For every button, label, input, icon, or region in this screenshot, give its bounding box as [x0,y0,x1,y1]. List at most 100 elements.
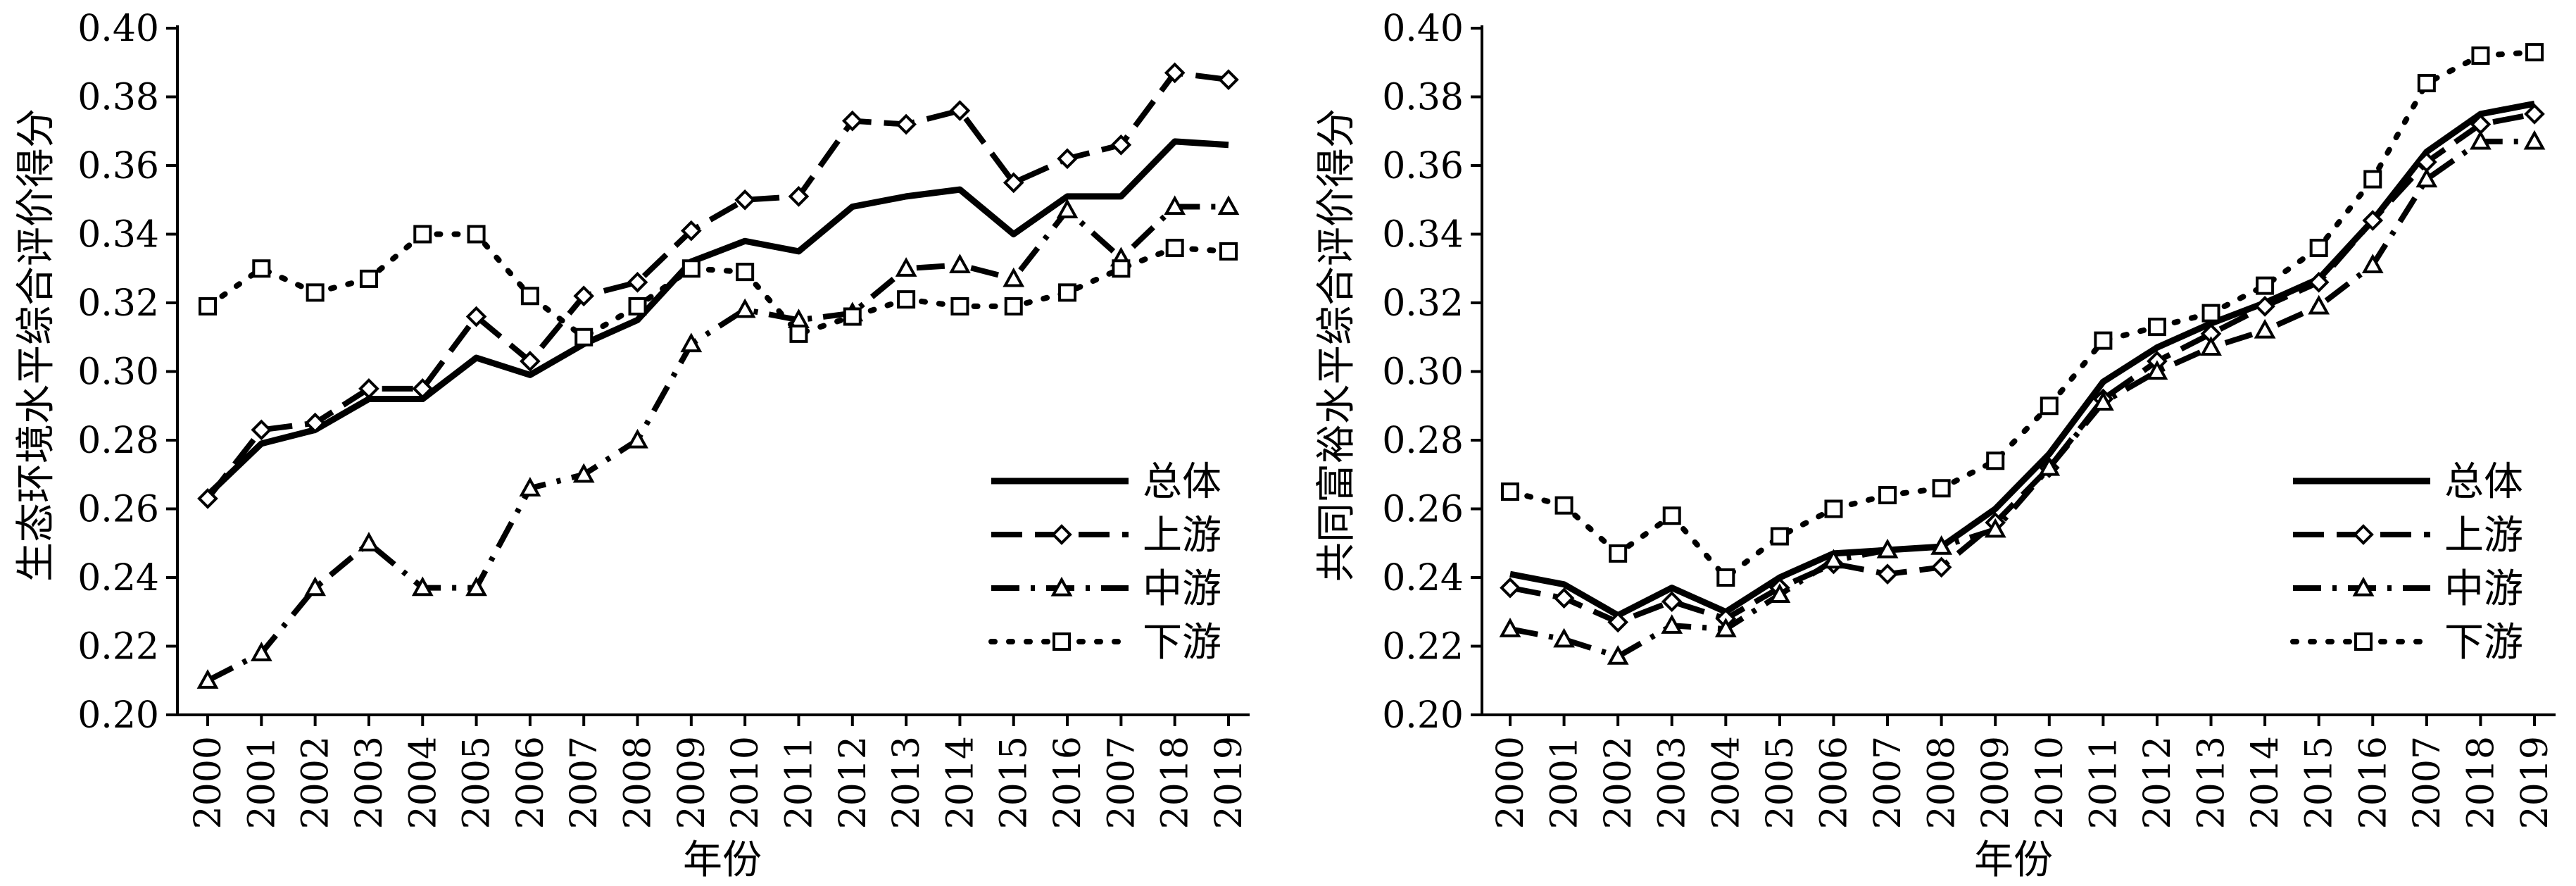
x-tick-label: 2006 [510,736,552,829]
x-tick-label: 2019 [2514,736,2556,829]
data-point-square [467,225,486,244]
y-tick-label: 0.32 [77,282,159,325]
data-point-square [1932,479,1951,498]
data-point-square [897,290,916,309]
common-prosperity-score-plot: 共同富裕水平综合评价得分 年份 0.20 0.22 0.24 0.26 0.28 0.30… [1314,8,2556,883]
data-point-triangle [519,477,541,497]
x-tick-label: 2014 [939,736,981,829]
series-3 [1499,130,2546,665]
data-point-triangle [1714,618,1737,637]
data-point-square [2525,43,2544,62]
data-point-diamond [2254,296,2275,317]
data-point-diamond [465,306,487,327]
y-tick-label: 0.38 [1382,77,1464,119]
x-tick-label: 2018 [2460,736,2502,829]
legend-item: 总体 [991,459,1221,505]
series-line [1509,138,2534,660]
data-point-diamond [681,220,702,242]
data-point-square [1662,506,1681,525]
data-point-diamond [573,285,595,307]
data-point-diamond [197,488,218,509]
y-tick-label: 0.36 [77,145,159,187]
legend-marker-square [1053,632,1071,651]
x-tick-label: 2003 [348,736,391,829]
data-point-triangle [1930,535,1953,555]
data-point-triangle [1056,199,1079,218]
series-2 [1500,104,2545,633]
legend-item: 上游 [2293,513,2523,559]
data-point-diamond [896,113,917,135]
data-point-diamond [1500,577,1521,599]
data-point-square [2256,276,2275,295]
data-point-square [1824,499,1843,518]
data-point-diamond [949,100,971,121]
y-tick-label: 0.26 [1382,489,1464,531]
data-point-diamond [1110,134,1132,156]
legend-marker-diamond [2353,524,2374,545]
x-tick-label: 2010 [2029,736,2071,829]
data-point-diamond [1877,563,1898,585]
x-tick-label: 2004 [1705,736,1747,829]
data-point-diamond [1218,69,1239,90]
data-point-diamond [1003,172,1024,194]
data-point-square [1716,568,1735,587]
y-tick-label: 0.30 [77,351,159,394]
data-point-triangle [2470,130,2492,150]
data-point-square [520,287,539,306]
y-tick-label: 0.38 [77,77,159,119]
data-point-square [199,297,217,316]
data-point-diamond [788,186,810,207]
data-point-triangle [304,576,327,597]
data-point-diamond [251,419,272,441]
data-point-triangle [949,254,971,273]
x-tick-label: 2001 [1544,736,1586,829]
data-point-square [1986,451,2005,470]
series-2 [197,62,1239,509]
x-tick-label: 2005 [456,736,498,829]
series-line [205,70,1229,501]
data-point-triangle [1661,614,1683,634]
data-point-square [252,259,271,278]
data-point-diamond [358,378,379,399]
data-point-square [681,259,700,278]
legend-label: 中游 [2444,566,2523,612]
x-tick-label: 2013 [886,736,928,829]
series-line [205,138,1229,498]
legend-label: 总体 [2444,459,2523,505]
y-axis-title: 共同富裕水平综合评价得分 [1314,108,1359,582]
data-point-square [1609,544,1628,563]
data-point-triangle [1217,195,1240,216]
x-tick-label: 2007 [2406,736,2449,829]
data-point-square [2471,46,2490,65]
data-point-square [1501,482,1519,501]
data-point-triangle [1607,645,1629,665]
data-point-square [2363,170,2382,189]
x-tick-label: 2004 [402,736,444,829]
data-point-triangle [2415,168,2438,188]
data-point-diamond [1553,587,1575,609]
data-point-diamond [734,189,755,211]
legend-label: 上游 [2444,513,2523,559]
data-point-triangle [2308,294,2330,315]
x-tick-label: 2011 [778,736,820,829]
x-tick-label: 2006 [1813,736,1855,829]
ecology-score-chart: 生态环境水平综合评价得分 年份 0.20 0.22 0.24 0.26 0.28 0.30… [13,8,1250,883]
legend-marker-diamond [1051,524,1072,545]
data-point-triangle [2092,391,2114,411]
x-tick-label: 2000 [1490,736,1532,829]
data-point-square [2147,318,2166,337]
data-point-triangle [465,576,487,597]
data-point-triangle [1876,538,1899,559]
x-tick-label: 2014 [2244,736,2287,829]
x-tick-label: 2008 [617,736,660,829]
y-tick-label: 0.40 [1382,8,1464,50]
data-point-square [2309,239,2328,257]
data-point-square [789,324,808,343]
data-point-square [1878,486,1897,504]
data-point-square [950,297,969,316]
data-point-square [843,307,862,326]
data-point-triangle [2361,254,2384,273]
x-tick-label: 2019 [1208,736,1250,829]
x-tick-label: 2015 [2299,736,2341,829]
x-tick-label: 2002 [295,736,337,829]
